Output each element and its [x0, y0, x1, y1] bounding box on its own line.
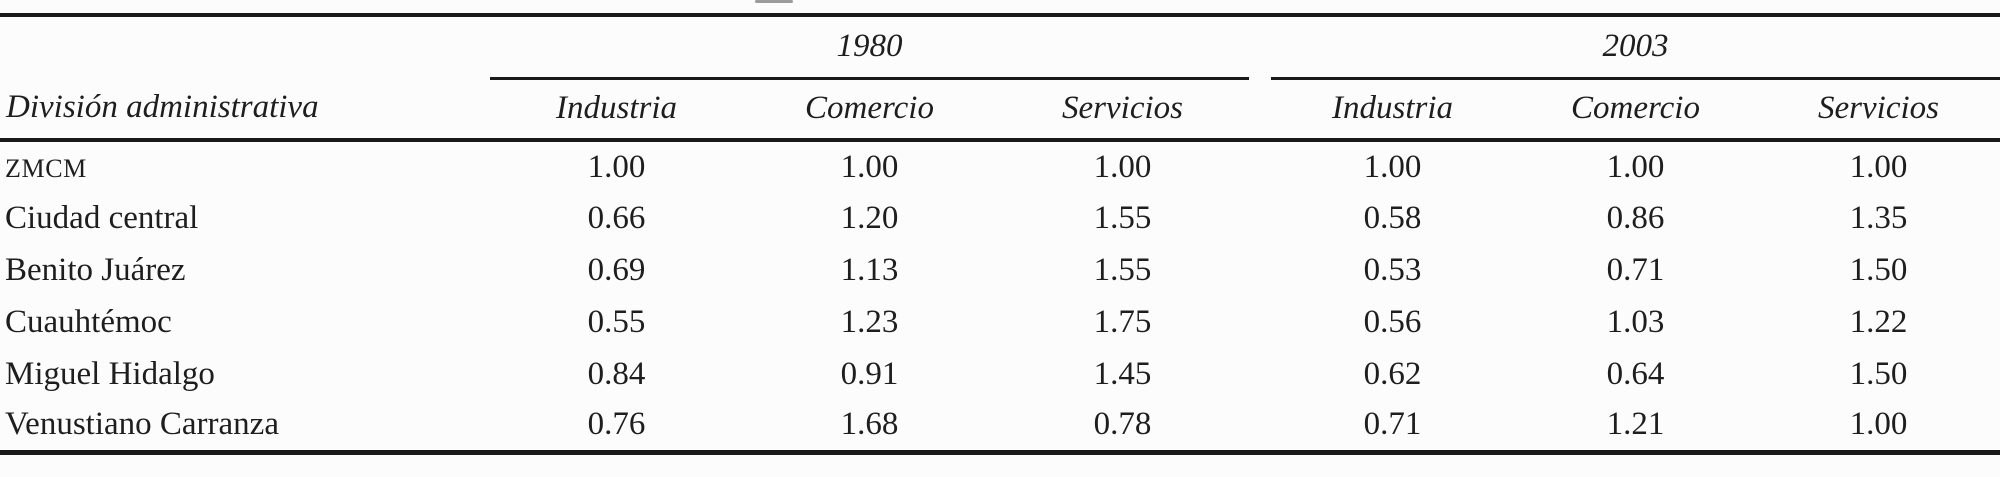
gap-cell [1249, 244, 1271, 296]
table-cell: 1.35 [1849, 199, 1908, 236]
colhead-1980-comercio: Comercio [743, 78, 996, 142]
col-group-2003: 2003 [1271, 15, 2000, 80]
table-cell: 0.78 [1093, 406, 1152, 443]
location-quotient-table: División administrativa 1980 2003 Indust… [0, 13, 2000, 455]
table-cell: 0.55 [587, 303, 646, 340]
table-cell: 1.00 [1849, 406, 1908, 443]
table-row-cuauhtemoc: Cuauhtémoc 0.55 1.23 1.75 0.56 1.03 1.22 [0, 296, 2000, 348]
column-group-row: División administrativa 1980 2003 [0, 15, 2000, 142]
gap-cell [1249, 400, 1271, 452]
row-label: Cuauhtémoc [5, 303, 172, 340]
table-cell: 0.58 [1363, 199, 1422, 236]
table-cell: 1.00 [1606, 148, 1665, 185]
row-label: Benito Juárez [5, 251, 186, 288]
gap-cell [1249, 296, 1271, 348]
header-gap [1249, 78, 1271, 142]
row-label: Ciudad central [5, 199, 199, 236]
table-cell: 1.75 [1093, 303, 1152, 340]
table-cell: 1.21 [1606, 406, 1665, 443]
table-cell: 1.00 [1849, 148, 1908, 185]
table-cell: 1.45 [1093, 355, 1152, 392]
table-cell: 1.50 [1849, 355, 1908, 392]
table-cell: 1.00 [1363, 148, 1422, 185]
scan-artifact [755, 0, 793, 3]
table-row-zmcm: ZMCM 1.00 1.00 1.00 1.00 1.00 1.00 [0, 140, 2000, 192]
gap-cell [1249, 140, 1271, 192]
colhead-2003-comercio: Comercio [1514, 78, 1757, 142]
table-cell: 1.23 [840, 303, 899, 340]
table-cell: 1.68 [840, 406, 899, 443]
table-cell: 1.50 [1849, 251, 1908, 288]
gap-cell [1249, 348, 1271, 400]
gap-cell [1249, 192, 1271, 244]
group-gap [1249, 15, 1271, 78]
table-cell: 0.53 [1363, 251, 1422, 288]
colhead-1980-industria: Industria [490, 78, 743, 142]
table-cell: 0.62 [1363, 355, 1422, 392]
row-label: Miguel Hidalgo [5, 355, 215, 392]
table-cell: 1.00 [1093, 148, 1152, 185]
table-cell: 0.91 [840, 355, 899, 392]
table-cell: 1.55 [1093, 251, 1152, 288]
table-cell: 0.66 [587, 199, 646, 236]
table-cell: 1.22 [1849, 303, 1908, 340]
table-cell: 1.03 [1606, 303, 1665, 340]
row-label: Venustiano Carranza [5, 406, 279, 443]
row-header-label: División administrativa [0, 15, 490, 142]
table-cell: 0.84 [587, 355, 646, 392]
colhead-2003-industria: Industria [1271, 78, 1514, 142]
table-cell: 1.20 [840, 199, 899, 236]
table-cell: 1.55 [1093, 199, 1152, 236]
table-cell: 0.69 [587, 251, 646, 288]
table-cell: 1.13 [840, 251, 899, 288]
row-label-text: ZMCM [5, 153, 87, 183]
table-cell: 0.86 [1606, 199, 1665, 236]
table-cell: 0.64 [1606, 355, 1665, 392]
table-cell: 0.71 [1363, 406, 1422, 443]
table-cell: 0.71 [1606, 251, 1665, 288]
table-cell: 0.56 [1363, 303, 1422, 340]
row-label: ZMCM [0, 140, 490, 192]
table-cell: 1.00 [587, 148, 646, 185]
colhead-2003-servicios: Servicios [1757, 78, 2000, 142]
table-row-miguel-hidalgo: Miguel Hidalgo 0.84 0.91 1.45 0.62 0.64 … [0, 348, 2000, 400]
col-group-1980: 1980 [490, 15, 1249, 80]
colhead-1980-servicios: Servicios [996, 78, 1249, 142]
table-row-ciudad-central: Ciudad central 0.66 1.20 1.55 0.58 0.86 … [0, 192, 2000, 244]
table-row-benito-juarez: Benito Juárez 0.69 1.13 1.55 0.53 0.71 1… [0, 244, 2000, 296]
column-header-row: Industria Comercio Servicios Industria C… [0, 78, 2000, 142]
table-cell: 0.76 [587, 406, 646, 443]
table-cell: 1.00 [840, 148, 899, 185]
table-row-venustiano-carranza: Venustiano Carranza 0.76 1.68 0.78 0.71 … [0, 400, 2000, 452]
